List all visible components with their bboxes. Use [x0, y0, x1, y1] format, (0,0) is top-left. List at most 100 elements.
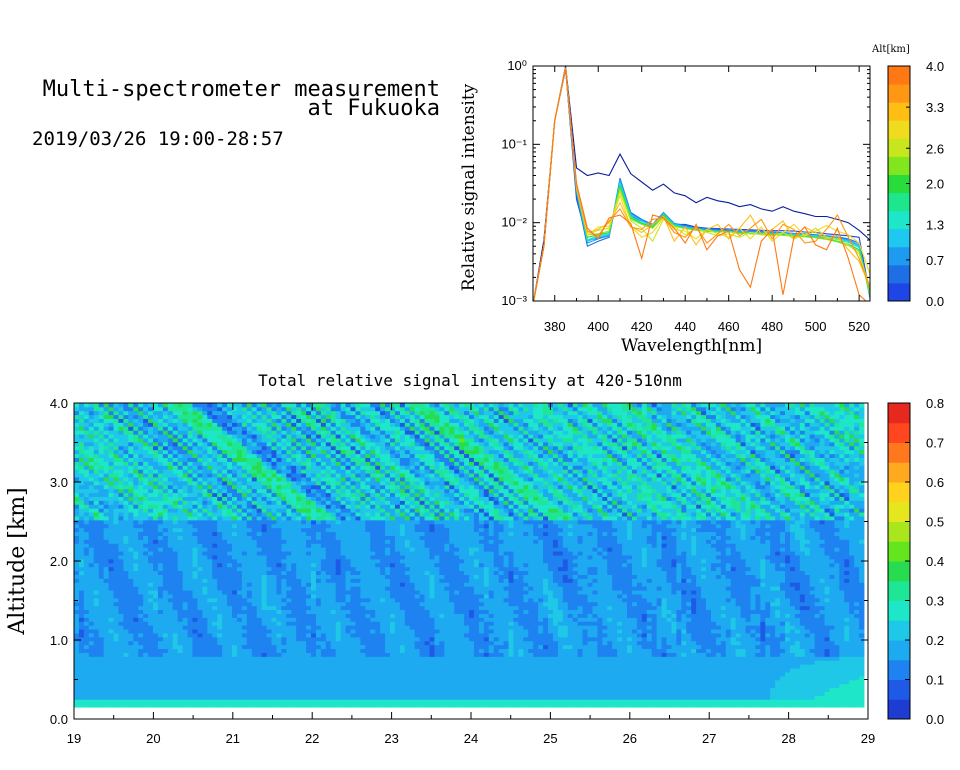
heatmap-cell — [370, 527, 376, 533]
heatmap-cell — [123, 683, 129, 689]
heatmap-cell — [291, 570, 297, 575]
heatmap-cell — [74, 457, 80, 462]
heatmap-cell — [128, 636, 134, 642]
heatmap-cell — [197, 523, 203, 529]
heatmap-cell — [325, 566, 332, 572]
heatmap-cell — [177, 687, 184, 692]
heatmap-cell — [291, 414, 297, 419]
heatmap-cell — [227, 477, 233, 482]
heatmap-cell — [301, 543, 307, 548]
heatmap-cell — [118, 469, 124, 474]
heatmap-cell — [291, 418, 297, 423]
heatmap-cell — [212, 547, 218, 552]
heatmap-cell — [217, 636, 223, 642]
heatmap-cell — [350, 691, 356, 696]
heatmap-cell — [207, 679, 213, 685]
heatmap-cell — [291, 473, 297, 478]
heatmap-cell — [187, 562, 193, 568]
heatmap-cell — [246, 664, 253, 669]
heatmap-cell — [281, 477, 287, 482]
heatmap-cell — [217, 562, 223, 568]
heatmap-cell — [192, 574, 198, 579]
heatmap-cell — [212, 590, 218, 595]
heatmap-cell — [296, 445, 302, 451]
heatmap-cell — [301, 453, 307, 458]
heatmap-cell — [276, 644, 282, 650]
heatmap-cell — [207, 484, 213, 490]
heatmap-cell — [118, 422, 124, 427]
heatmap-cell — [153, 449, 159, 455]
heatmap-cell — [192, 441, 198, 447]
heatmap-cell — [222, 699, 228, 704]
heatmap-cell — [315, 441, 322, 447]
heatmap-cell — [143, 543, 149, 548]
heatmap-cell — [207, 695, 213, 700]
heatmap-cell — [123, 629, 129, 634]
heatmap-cell — [246, 605, 253, 611]
heatmap-cell — [340, 551, 346, 556]
heatmap-cell — [138, 477, 144, 482]
heatmap-cell — [311, 691, 317, 696]
heatmap-cell — [291, 469, 297, 474]
heatmap-cell — [192, 457, 198, 462]
heatmap-cell — [335, 551, 342, 556]
heatmap-cell — [157, 664, 164, 669]
heatmap-cell — [143, 547, 149, 552]
heatmap-cell — [187, 672, 193, 677]
heatmap-cell — [78, 570, 85, 575]
heatmap-cell — [88, 558, 95, 564]
heatmap-cell — [325, 465, 332, 470]
heatmap-cell — [375, 519, 381, 525]
heatmap-cell — [222, 683, 228, 689]
heatmap-cell — [133, 699, 139, 704]
heatmap-cell — [167, 687, 174, 692]
heatmap-cell — [227, 601, 233, 607]
heatmap-cell — [266, 430, 272, 435]
heatmap-cell — [236, 660, 243, 665]
heatmap-cell — [197, 414, 203, 419]
heatmap-cell — [74, 438, 80, 443]
heatmap-cell — [212, 500, 218, 505]
heatmap-cell — [118, 488, 124, 494]
heatmap-cell — [301, 609, 307, 614]
heatmap-cell — [88, 633, 95, 638]
heatmap-cell — [212, 578, 218, 583]
heatmap-cell — [360, 644, 366, 650]
heatmap-cell — [360, 508, 366, 513]
heatmap-cell — [256, 675, 263, 681]
heatmap-cell — [172, 691, 179, 696]
heatmap-cell — [153, 687, 159, 692]
heatmap-cell — [93, 414, 100, 419]
heatmap-cell — [207, 406, 213, 412]
heatmap-cell — [276, 531, 282, 536]
heatmap-cell — [241, 504, 248, 509]
heatmap-cell — [232, 683, 238, 689]
heatmap-cell — [232, 523, 238, 529]
heatmap-cell — [167, 699, 174, 704]
altitude-colorbar-tick-label: 0.7 — [926, 253, 944, 268]
heatmap-cell — [167, 644, 174, 650]
heatmap-cell — [118, 523, 124, 529]
heatmap-cell — [276, 441, 282, 447]
heatmap-cell — [236, 488, 243, 494]
heatmap-cell — [202, 590, 208, 595]
heatmap-cell — [261, 648, 267, 653]
heatmap-cell — [227, 695, 233, 700]
heatmap-cell — [227, 543, 233, 548]
heatmap-cell — [212, 597, 218, 603]
heatmap-cell — [118, 555, 124, 560]
heatmap-cell — [246, 477, 253, 482]
heatmap-cell — [78, 473, 85, 478]
heatmap-cell — [325, 625, 332, 630]
heatmap-cell — [138, 504, 144, 509]
heatmap-cell — [301, 636, 307, 642]
heatmap-cell — [153, 484, 159, 490]
heatmap-cell — [138, 664, 144, 669]
heatmap-cell — [177, 660, 184, 665]
heatmap-cell — [153, 516, 159, 521]
heatmap-cell — [192, 648, 198, 653]
heatmap-cell — [78, 668, 85, 673]
heatmap-cell — [153, 477, 159, 482]
heatmap-cell — [162, 672, 169, 677]
heatmap-cell — [128, 434, 134, 439]
